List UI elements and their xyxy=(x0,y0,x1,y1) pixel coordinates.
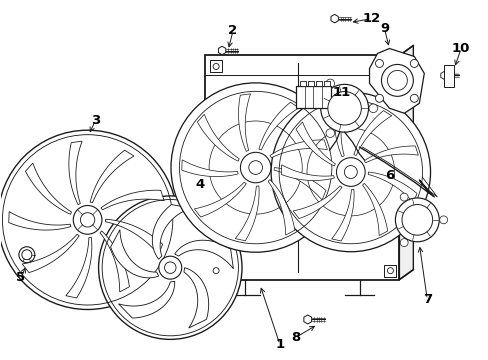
Bar xyxy=(205,55,399,280)
Polygon shape xyxy=(367,172,416,203)
Bar xyxy=(299,81,305,86)
Polygon shape xyxy=(9,212,71,230)
Polygon shape xyxy=(182,160,238,176)
Circle shape xyxy=(213,63,219,69)
Polygon shape xyxy=(362,183,387,235)
Text: 7: 7 xyxy=(422,293,431,306)
Circle shape xyxy=(375,59,383,67)
Polygon shape xyxy=(105,219,163,255)
Circle shape xyxy=(248,161,262,174)
Polygon shape xyxy=(274,167,325,200)
Circle shape xyxy=(240,152,270,183)
Circle shape xyxy=(386,63,393,69)
Circle shape xyxy=(386,268,393,274)
Polygon shape xyxy=(267,180,294,235)
Bar xyxy=(210,60,222,72)
Circle shape xyxy=(381,64,412,96)
Circle shape xyxy=(399,193,407,201)
Polygon shape xyxy=(269,140,326,158)
Bar xyxy=(315,81,321,86)
Polygon shape xyxy=(110,230,159,278)
Polygon shape xyxy=(293,186,342,219)
Polygon shape xyxy=(66,237,92,298)
Circle shape xyxy=(399,239,407,247)
Polygon shape xyxy=(119,281,174,318)
Circle shape xyxy=(395,198,438,242)
Circle shape xyxy=(19,247,35,263)
Circle shape xyxy=(73,206,102,234)
Circle shape xyxy=(325,129,334,138)
Circle shape xyxy=(375,94,383,102)
Polygon shape xyxy=(25,163,71,214)
Polygon shape xyxy=(174,240,233,269)
Text: 2: 2 xyxy=(228,24,237,37)
Text: 3: 3 xyxy=(91,114,100,127)
Text: 8: 8 xyxy=(290,331,300,344)
Circle shape xyxy=(80,213,95,227)
Polygon shape xyxy=(258,102,299,150)
Circle shape xyxy=(409,59,417,67)
Text: 11: 11 xyxy=(332,86,350,99)
Polygon shape xyxy=(218,46,225,55)
Polygon shape xyxy=(330,14,338,23)
Polygon shape xyxy=(235,186,259,241)
Text: 9: 9 xyxy=(379,22,388,35)
Text: 6: 6 xyxy=(384,168,393,181)
Circle shape xyxy=(325,79,334,88)
Circle shape xyxy=(22,250,32,260)
Circle shape xyxy=(213,268,219,274)
Text: 1: 1 xyxy=(275,338,284,351)
Circle shape xyxy=(171,83,340,252)
Polygon shape xyxy=(90,150,134,203)
Polygon shape xyxy=(399,45,412,280)
Circle shape xyxy=(336,158,365,186)
Circle shape xyxy=(409,94,417,102)
Text: 4: 4 xyxy=(195,179,204,192)
Bar xyxy=(295,86,330,108)
Polygon shape xyxy=(364,146,418,163)
Polygon shape xyxy=(369,49,424,113)
Polygon shape xyxy=(238,94,250,152)
Polygon shape xyxy=(440,71,447,80)
Bar xyxy=(307,81,313,86)
Polygon shape xyxy=(295,122,335,166)
Circle shape xyxy=(327,91,361,125)
Text: 12: 12 xyxy=(362,12,380,25)
Polygon shape xyxy=(197,114,239,161)
Polygon shape xyxy=(281,165,334,180)
Circle shape xyxy=(99,196,242,339)
Bar xyxy=(210,265,222,276)
Polygon shape xyxy=(331,189,353,241)
Bar xyxy=(384,60,396,72)
Circle shape xyxy=(368,104,377,113)
Bar xyxy=(443,66,453,87)
Text: 10: 10 xyxy=(451,42,469,55)
Bar xyxy=(384,265,396,276)
Polygon shape xyxy=(183,268,208,328)
Polygon shape xyxy=(194,182,246,217)
Polygon shape xyxy=(353,111,391,156)
Polygon shape xyxy=(303,315,311,324)
Circle shape xyxy=(159,256,182,279)
Bar xyxy=(323,81,329,86)
Circle shape xyxy=(0,130,177,310)
Circle shape xyxy=(164,262,176,273)
Circle shape xyxy=(320,84,368,132)
Circle shape xyxy=(439,216,447,224)
Polygon shape xyxy=(152,204,190,259)
Circle shape xyxy=(270,92,429,252)
Polygon shape xyxy=(100,231,129,292)
Circle shape xyxy=(401,204,432,235)
Text: 5: 5 xyxy=(16,271,25,284)
Polygon shape xyxy=(101,190,164,210)
Circle shape xyxy=(386,71,407,90)
Polygon shape xyxy=(22,234,79,273)
Circle shape xyxy=(344,166,357,179)
Polygon shape xyxy=(334,103,346,157)
Polygon shape xyxy=(69,141,82,204)
